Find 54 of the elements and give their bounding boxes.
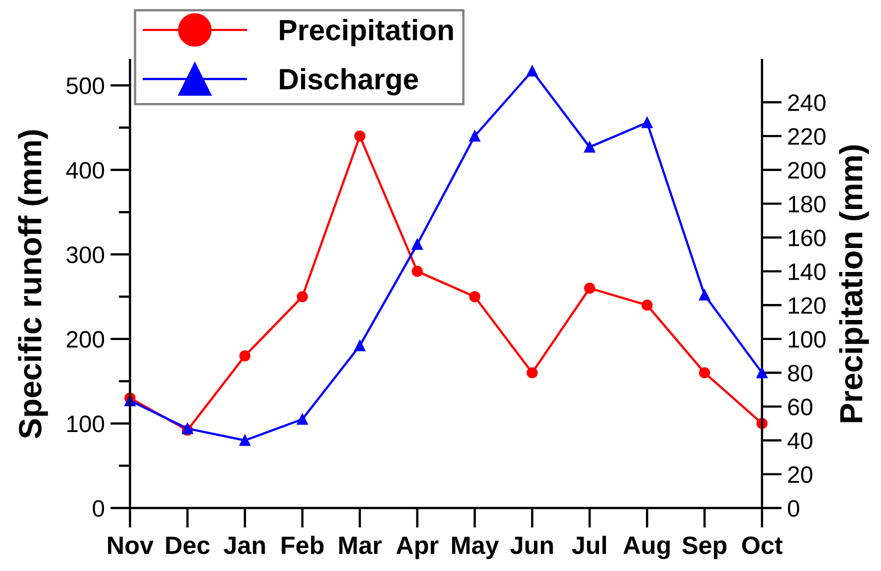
point xyxy=(412,266,423,277)
x-tick-label: Dec xyxy=(166,536,210,554)
legend-label: Discharge xyxy=(280,68,418,96)
x-tick-label: Nov xyxy=(108,536,154,554)
y2-tick-label: 0 xyxy=(788,500,800,517)
point xyxy=(296,291,308,302)
y2-tick-label: 100 xyxy=(788,331,826,348)
y-tick-label: 100 xyxy=(67,416,104,432)
y-tick-label: 500 xyxy=(66,77,104,94)
y2-tick-label: 20 xyxy=(788,466,812,483)
point xyxy=(412,238,423,250)
point xyxy=(239,434,250,446)
x-tick-label: Sep xyxy=(682,536,726,560)
x-tick-label: Oct xyxy=(742,536,783,554)
x-tick-label: Jun xyxy=(510,536,553,554)
point xyxy=(584,142,596,153)
y-tick-label: 0 xyxy=(92,500,104,517)
y2-axis-title: Precipitation (mm) xyxy=(839,145,869,422)
x-tick-label: Apr xyxy=(396,536,438,560)
x-tick-label: Jul xyxy=(572,536,606,554)
y2-tick-label: 40 xyxy=(788,432,812,450)
x-tick-label: Jan xyxy=(224,536,265,554)
point xyxy=(698,367,710,378)
x-tick-label: Mar xyxy=(339,536,382,554)
point xyxy=(642,300,653,311)
point xyxy=(239,350,250,362)
point xyxy=(296,414,308,425)
point xyxy=(354,340,366,352)
point xyxy=(584,282,596,294)
y-tick-label: 300 xyxy=(66,246,104,264)
x-tick-label: Aug xyxy=(623,536,670,560)
x-tick-label: Feb xyxy=(282,536,324,554)
legend-label: Precipitation xyxy=(280,19,453,46)
y2-tick-label: 80 xyxy=(788,364,812,382)
y2-tick-label: 220 xyxy=(788,128,826,145)
point xyxy=(642,116,653,128)
y2-tick-label: 160 xyxy=(788,230,826,246)
y-axis-title: Specific runoff (mm) xyxy=(18,130,48,438)
point xyxy=(698,289,710,301)
y-tick-label: 400 xyxy=(66,162,104,179)
point xyxy=(354,130,366,142)
y2-tick-label: 200 xyxy=(788,162,826,179)
x-tick-label: May xyxy=(452,536,499,560)
y2-tick-label: 180 xyxy=(788,196,826,212)
point xyxy=(526,65,538,77)
point xyxy=(469,291,480,302)
y2-tick-label: 240 xyxy=(788,94,826,112)
y2-tick-label: 140 xyxy=(788,263,826,280)
y-tick-label: 200 xyxy=(66,331,104,348)
y2-tick-label: 60 xyxy=(788,398,812,416)
point xyxy=(526,367,538,378)
point xyxy=(756,367,768,378)
point xyxy=(469,130,480,142)
y2-tick-label: 120 xyxy=(788,297,826,314)
